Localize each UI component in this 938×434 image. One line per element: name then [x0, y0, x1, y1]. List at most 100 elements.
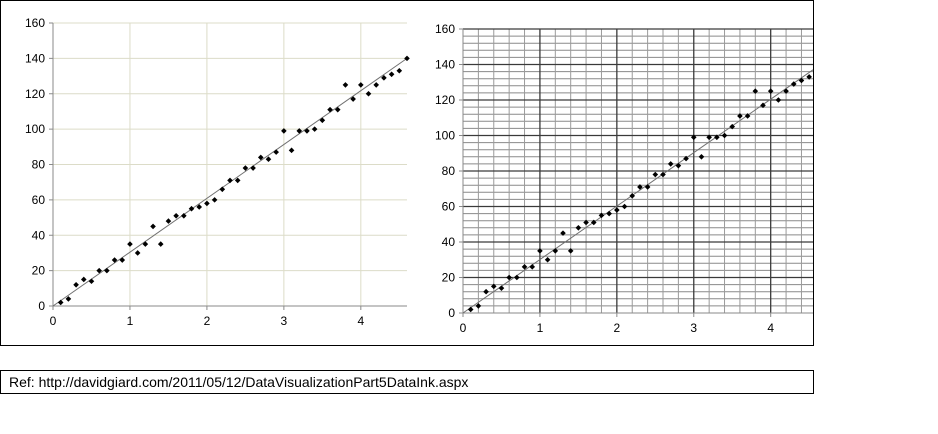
data-point	[250, 165, 256, 171]
data-point	[150, 223, 156, 230]
data-point	[629, 193, 636, 199]
x-tick-label: 3	[281, 314, 288, 328]
x-tick-label: 3	[690, 321, 697, 335]
y-tick-label: 160	[25, 16, 45, 30]
data-point	[181, 212, 187, 219]
data-point	[490, 283, 497, 290]
data-point	[165, 218, 172, 224]
data-point	[767, 88, 774, 94]
data-point	[381, 75, 387, 81]
data-point	[342, 82, 349, 88]
charts-frame: 0 20 40 60 80 100 120 140 160 0 1 2 3 4 0 20 40 60 80 100 1…	[0, 0, 814, 346]
data-point	[196, 204, 203, 210]
data-point	[721, 132, 728, 139]
data-point	[311, 126, 318, 132]
data-point	[396, 67, 403, 74]
y-tick-label: 140	[25, 51, 45, 65]
y-tick-label: 0	[448, 306, 455, 320]
data-point	[142, 241, 149, 247]
data-point	[583, 219, 589, 226]
data-point	[506, 274, 512, 281]
y-tick-label: 120	[435, 93, 455, 107]
data-point	[590, 219, 597, 226]
y-tick-label: 80	[442, 164, 456, 178]
y-tick-label: 60	[442, 200, 456, 214]
data-point	[467, 306, 474, 313]
data-point	[690, 134, 697, 141]
y-tick-label: 60	[32, 193, 46, 207]
data-point	[227, 177, 233, 184]
x-tick-label: 1	[127, 314, 134, 328]
data-point	[173, 212, 179, 219]
y-tick-label: 100	[435, 129, 455, 143]
data-point	[475, 303, 482, 309]
data-point	[714, 134, 720, 141]
data-point	[296, 128, 303, 134]
data-point	[365, 90, 372, 97]
y-tick-label: 140	[435, 58, 455, 72]
x-tick-label: 0	[50, 314, 57, 328]
data-point	[552, 248, 559, 254]
data-point	[606, 210, 612, 217]
data-point	[798, 77, 805, 84]
data-point	[104, 267, 110, 274]
y-tick-label: 20	[32, 264, 46, 278]
data-point	[775, 97, 782, 103]
reference-caption: Ref: http://davidgiard.com/2011/05/12/Da…	[0, 370, 814, 394]
data-point	[65, 296, 72, 302]
data-point	[281, 128, 287, 134]
data-point	[327, 106, 333, 113]
y-tick-label: 40	[442, 235, 456, 249]
y-tick-label: 100	[25, 122, 45, 136]
data-point	[675, 162, 682, 169]
data-point	[304, 128, 310, 134]
data-point	[111, 257, 118, 263]
x-tick-label: 1	[537, 321, 544, 335]
y-tick-label: 160	[435, 22, 455, 36]
data-point	[483, 288, 489, 295]
data-point	[257, 154, 264, 161]
y-tick-label: 80	[32, 158, 46, 172]
data-point	[567, 248, 574, 254]
data-point	[88, 278, 95, 285]
data-point	[544, 256, 551, 263]
x-tick-label: 4	[357, 314, 364, 328]
data-point	[388, 71, 395, 78]
data-point	[127, 241, 133, 247]
data-point	[706, 134, 712, 141]
data-point	[652, 171, 659, 178]
data-point	[265, 156, 272, 162]
trend-line	[462, 69, 814, 314]
data-point	[119, 257, 126, 263]
data-point	[752, 88, 759, 94]
y-tick-label: 20	[442, 271, 456, 285]
data-point	[80, 276, 87, 283]
data-point	[350, 96, 356, 102]
x-tick-label: 2	[614, 321, 621, 335]
y-tick-label: 40	[32, 228, 46, 242]
data-point	[373, 82, 380, 88]
data-point	[219, 186, 226, 193]
data-point	[729, 123, 736, 130]
data-point	[204, 200, 210, 207]
data-point	[334, 106, 341, 113]
data-point	[575, 225, 582, 231]
data-point	[188, 205, 195, 212]
data-point	[790, 81, 797, 87]
data-point	[783, 88, 789, 94]
left-scatter-chart: 0 20 40 60 80 100 120 140 160 0 1 2 3 4	[25, 16, 410, 328]
data-point	[621, 203, 628, 210]
data-point	[514, 274, 520, 281]
x-tick-label: 4	[767, 321, 774, 335]
data-point	[358, 82, 364, 88]
right-scatter-chart: 0 20 40 60 80 100 120 140 160 0 1 2 3 4	[435, 22, 814, 335]
data-point	[57, 299, 64, 306]
data-point	[683, 155, 689, 162]
data-point	[288, 147, 295, 154]
reference-text: Ref: http://davidgiard.com/2011/05/12/Da…	[9, 374, 469, 390]
data-point	[96, 267, 102, 274]
data-point	[637, 184, 643, 190]
data-point	[529, 264, 536, 270]
data-point	[157, 241, 164, 247]
x-tick-label: 2	[204, 314, 211, 328]
